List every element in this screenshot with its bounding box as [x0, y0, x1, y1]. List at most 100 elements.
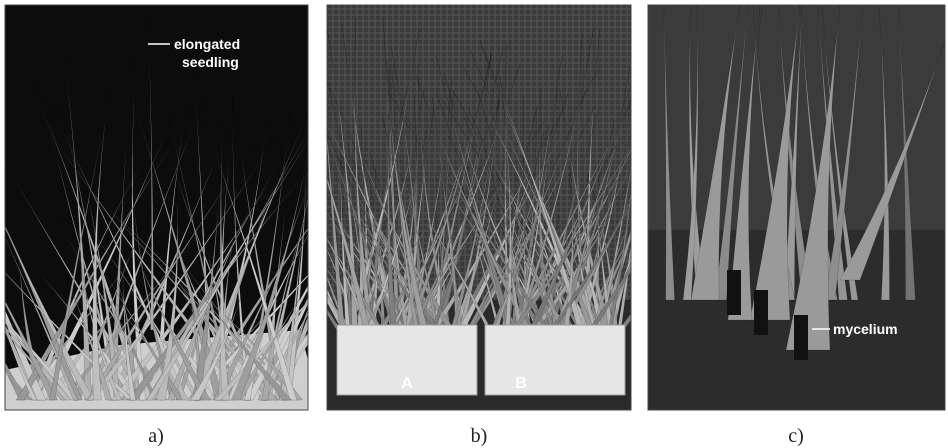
panel-a [5, 5, 308, 410]
leaf [175, 226, 230, 401]
leaf [526, 180, 630, 336]
leaf [663, 5, 675, 301]
leaf [5, 323, 40, 401]
frame [326, 4, 632, 411]
leaf [354, 18, 375, 336]
leaf [897, 5, 916, 301]
leaf [82, 168, 122, 401]
leaf [327, 176, 372, 336]
tray-label: A [401, 375, 413, 392]
leaf [127, 169, 308, 401]
annotation: mycelium [833, 321, 898, 337]
leaf [569, 151, 599, 336]
leaf [359, 164, 472, 336]
leaf [87, 137, 275, 401]
leaf [327, 274, 353, 336]
leaf [385, 87, 553, 336]
leaf [596, 166, 631, 336]
leaf [821, 5, 859, 301]
leaf [204, 122, 298, 401]
leaf [187, 274, 308, 401]
tray-a [336, 324, 478, 396]
leaf [98, 279, 158, 401]
leaf [546, 203, 631, 336]
caption: b) [471, 425, 488, 447]
leaf [191, 180, 221, 401]
leaf [557, 67, 630, 336]
leaf [403, 122, 544, 336]
leaf [387, 64, 398, 336]
annotation: seedling [182, 54, 239, 70]
leaf [417, 63, 453, 336]
annotation: elongated [174, 36, 240, 52]
caption: c) [788, 425, 804, 447]
leaf [783, 5, 803, 301]
leaf [341, 24, 399, 336]
leaf [393, 80, 421, 336]
leaf [108, 139, 127, 401]
leaf [190, 286, 245, 401]
leaf [457, 76, 501, 336]
overlay: A B elongated seedling mycelium a) b) c) [4, 4, 946, 447]
leaf [93, 255, 184, 401]
tray-label: B [515, 375, 527, 392]
stem-base [794, 315, 808, 360]
leaf [817, 5, 848, 301]
leaf [436, 92, 516, 336]
leaf [562, 172, 574, 336]
leaf [5, 225, 95, 401]
leaf [584, 266, 631, 336]
leaf [353, 87, 425, 336]
leaf [49, 112, 107, 401]
leaf [479, 40, 587, 336]
leaf [5, 368, 34, 401]
leaf [550, 189, 606, 336]
leaf [606, 186, 631, 336]
caption: a) [148, 425, 164, 447]
leaf [839, 39, 945, 281]
leaf [408, 204, 478, 336]
leaf [526, 85, 631, 336]
leaf [201, 293, 304, 401]
leaf [460, 182, 503, 336]
leaf [343, 195, 353, 336]
leaf [5, 324, 38, 401]
leaf [283, 145, 308, 401]
frame [4, 4, 309, 411]
stem-base [727, 270, 741, 315]
leaf [366, 86, 408, 336]
leaf [369, 152, 441, 336]
leaf [167, 114, 236, 401]
leaf [147, 13, 154, 331]
leaf [327, 131, 346, 336]
leaf [435, 91, 454, 336]
leaf [78, 239, 122, 401]
stem-base [754, 290, 768, 335]
leaf [122, 257, 136, 401]
leaf [232, 97, 251, 401]
leaf [415, 75, 535, 336]
leaf [386, 60, 430, 336]
leaf [327, 135, 399, 336]
leaf [343, 29, 420, 336]
leaf [824, 5, 864, 301]
leaf [86, 98, 205, 401]
leaf [474, 83, 556, 336]
leaf [5, 300, 58, 401]
leaf [258, 297, 308, 401]
leaf [507, 101, 631, 336]
leaf [162, 232, 301, 401]
leaf [230, 150, 308, 401]
leaf [111, 168, 279, 401]
leaf [434, 53, 492, 336]
leaf [430, 186, 496, 336]
frame [647, 4, 946, 411]
leaf [5, 361, 27, 401]
leaf [5, 309, 47, 401]
leaf [167, 179, 265, 401]
leaf [127, 235, 211, 401]
leaf [92, 88, 110, 401]
leaf [234, 284, 308, 401]
leaf [448, 97, 499, 336]
